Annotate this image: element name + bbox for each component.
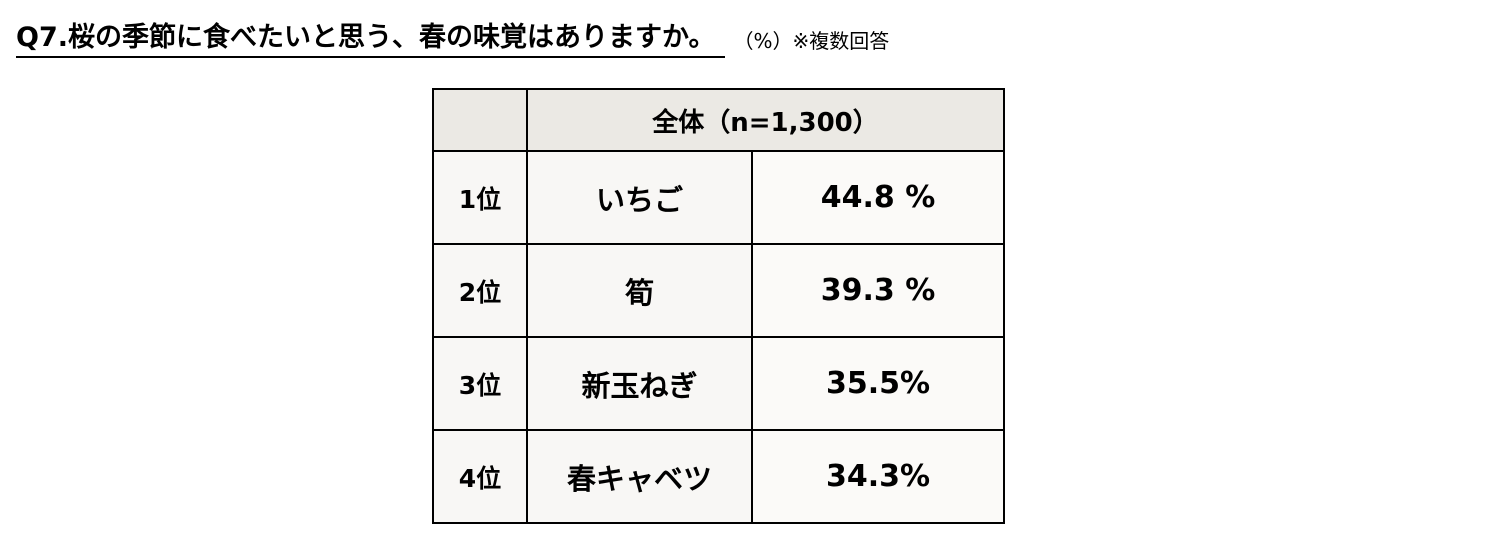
unit-note: （%）※複数回答 [733,29,890,53]
item-cell: 新玉ねぎ [526,336,753,431]
item-cell: いちご [526,150,753,245]
item-label: 筍 [624,275,654,310]
item-label: 新玉ねぎ [581,368,698,403]
item-label: いちご [595,182,683,217]
header-total-label: 全体（n=1,300） [652,107,879,138]
question-title: Q7.桜の季節に食べたいと思う、春の味覚はありますか。 （%）※複数回答 [16,14,889,58]
rank-label: 4位 [458,463,502,493]
item-cell: 春キャベツ [526,429,753,524]
ranking-table: 全体（n=1,300） 1位 いちご 44.8 % 2位 筍 39.3 % 3位… [432,88,1005,524]
rank-cell: 4位 [432,429,528,524]
question-text: Q7.桜の季節に食べたいと思う、春の味覚はありますか。 [16,15,726,58]
value-cell: 34.3% [751,429,1005,524]
rank-cell: 2位 [432,243,528,338]
table-row: 4位 春キャベツ 34.3% [432,429,1005,524]
header-total-cell: 全体（n=1,300） [526,88,1005,152]
table-header-row: 全体（n=1,300） [432,88,1005,152]
value-cell: 35.5% [751,336,1005,431]
value-label: 35.5% [825,366,931,401]
value-cell: 44.8 % [751,150,1005,245]
item-label: 春キャベツ [566,461,712,496]
value-cell: 39.3 % [751,243,1005,338]
item-cell: 筍 [526,243,753,338]
table-row: 2位 筍 39.3 % [432,243,1005,338]
rank-label: 3位 [458,370,502,400]
rank-cell: 1位 [432,150,528,245]
rank-cell: 3位 [432,336,528,431]
value-label: 44.8 % [820,180,936,215]
table-row: 1位 いちご 44.8 % [432,150,1005,245]
table-row: 3位 新玉ねぎ 35.5% [432,336,1005,431]
header-corner-cell [432,88,528,152]
rank-label: 1位 [458,184,502,214]
rank-label: 2位 [458,277,502,307]
value-label: 34.3% [825,459,931,494]
value-label: 39.3 % [820,273,936,308]
